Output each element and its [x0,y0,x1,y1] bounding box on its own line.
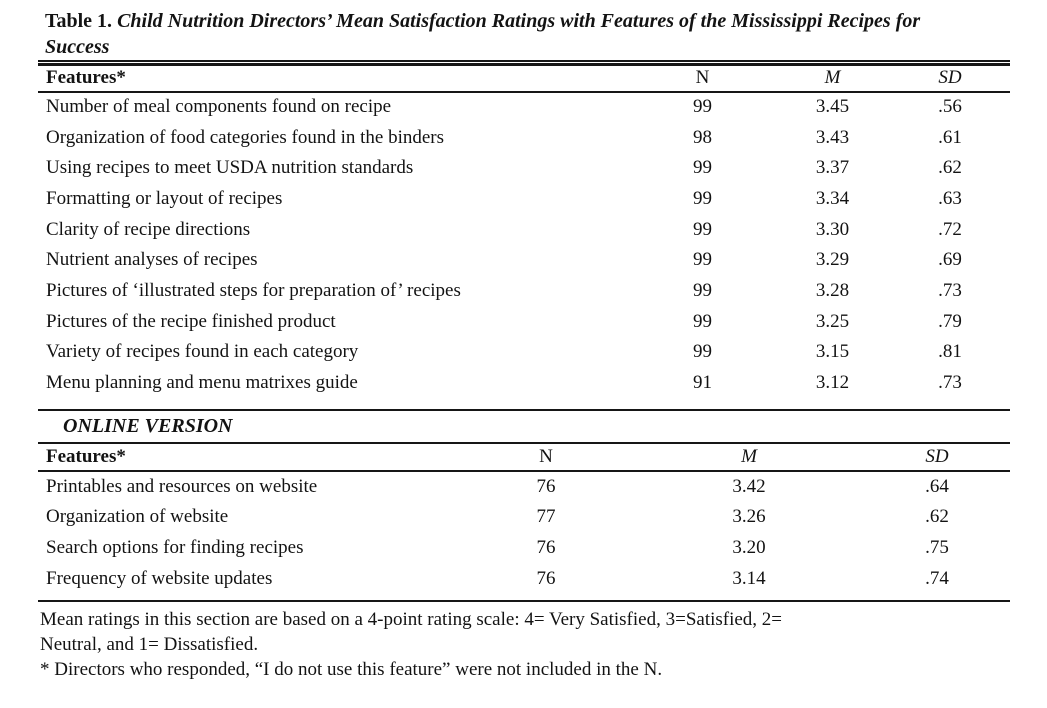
print-col-header-m: M [775,64,890,93]
feature-cell: Frequency of website updates [46,567,273,589]
n-cell: 99 [693,279,712,301]
print-table-section: Features* N M SD Number of meal componen… [38,63,1010,409]
print-table-row: Using recipes to meet USDA nutrition sta… [38,153,1010,184]
feature-cell: Formatting or layout of recipes [46,187,283,209]
mean-cell: 3.12 [815,372,850,394]
feature-cell: Pictures of the recipe finished product [46,310,336,332]
mean-cell: 3.34 [815,187,850,209]
table-title-block: Table 1. Child Nutrition Directors’ Mean… [38,8,1010,62]
sd-cell: .62 [925,506,949,528]
mean-cell: 3.14 [732,567,766,589]
sd-cell: .74 [925,567,949,589]
online-table-row: Search options for finding recipes 76 3.… [38,533,1010,564]
online-col-header-m: M [634,444,864,473]
sd-cell: .72 [938,218,962,240]
online-table-body: Printables and resources on website 76 3… [38,471,1010,594]
sd-cell: .69 [938,249,962,271]
online-table-header-row: Features* N M SD [38,444,1010,473]
footnote-scale-line-1: Mean ratings in this section are based o… [40,609,783,631]
n-cell: 99 [693,96,712,118]
table-caption: Child Nutrition Directors’ Mean Satisfac… [45,10,921,58]
print-col-header-n: N [630,64,775,93]
footnote-rating-scale: Mean ratings in this section are based o… [40,607,1010,657]
footnote-scale-line-2: Neutral, and 1= Dissatisfied. [40,634,259,656]
mean-cell: 3.42 [732,476,766,498]
table-number-label: Table 1. [45,10,118,32]
feature-cell: Search options for finding recipes [46,537,304,559]
feature-cell: Organization of website [46,506,229,528]
n-cell: 99 [693,157,712,179]
sd-cell: .79 [938,310,962,332]
table-footnotes: Mean ratings in this section are based o… [38,602,1010,682]
mean-cell: 3.25 [815,310,850,332]
n-cell: 76 [536,567,556,589]
print-col-header-features: Features* [38,64,630,93]
n-cell: 99 [693,341,712,363]
n-cell: 99 [693,310,712,332]
n-cell: 99 [693,218,712,240]
feature-cell: Using recipes to meet USDA nutrition sta… [46,157,414,179]
print-table-row: Pictures of the recipe finished product … [38,306,1010,337]
online-col-header-n: N [458,444,634,473]
sd-cell: .62 [938,157,962,179]
n-cell: 98 [693,126,712,148]
print-table-body: Number of meal components found on recip… [38,92,1010,399]
feature-cell: Menu planning and menu matrixes guide [46,372,358,394]
online-table-section: Features* N M SD Printables and resource… [38,444,1010,603]
online-version-banner: ONLINE VERSION [38,409,1010,445]
mean-cell: 3.15 [815,341,850,363]
online-col-header-sd: SD [864,444,1010,473]
mean-cell: 3.37 [815,157,850,179]
sd-cell: .81 [938,341,962,363]
online-table-row: Printables and resources on website 76 3… [38,471,1010,502]
n-cell: 91 [693,372,712,394]
sd-cell: .73 [938,372,962,394]
sd-cell: .61 [938,126,962,148]
print-col-header-sd: SD [890,64,1010,93]
feature-cell: Printables and resources on website [46,476,318,498]
print-table: Features* N M SD Number of meal componen… [38,63,1010,398]
n-cell: 76 [536,537,556,559]
feature-cell: Pictures of ‘illustrated steps for prepa… [46,279,461,301]
print-table-row: Number of meal components found on recip… [38,92,1010,123]
online-table-row: Organization of website 77 3.26 .62 [38,502,1010,533]
print-table-row: Variety of recipes found in each categor… [38,337,1010,368]
n-cell: 99 [693,187,712,209]
mean-cell: 3.28 [815,279,850,301]
mean-cell: 3.45 [815,96,850,118]
sd-cell: .73 [938,279,962,301]
print-table-header-row: Features* N M SD [38,64,1010,93]
sd-cell: .75 [925,537,949,559]
n-cell: 77 [536,506,556,528]
feature-cell: Clarity of recipe directions [46,218,251,240]
mean-cell: 3.26 [732,506,766,528]
table-title: Table 1. Child Nutrition Directors’ Mean… [45,8,965,60]
feature-cell: Variety of recipes found in each categor… [46,341,359,363]
online-table: Features* N M SD Printables and resource… [38,444,1010,594]
footnote-asterisk: * Directors who responded, “I do not use… [40,659,663,681]
print-table-row: Organization of food categories found in… [38,122,1010,153]
print-table-row: Nutrient analyses of recipes 99 3.29 .69 [38,245,1010,276]
feature-cell: Organization of food categories found in… [46,126,445,148]
print-table-row: Menu planning and menu matrixes guide 91… [38,368,1010,399]
print-table-row: Formatting or layout of recipes 99 3.34 … [38,184,1010,215]
sd-cell: .63 [938,187,962,209]
mean-cell: 3.43 [815,126,850,148]
mean-cell: 3.29 [815,249,850,271]
online-table-row: Frequency of website updates 76 3.14 .74 [38,563,1010,594]
feature-cell: Number of meal components found on recip… [46,96,392,118]
sd-cell: .64 [925,476,949,498]
sd-cell: .56 [938,96,962,118]
mean-cell: 3.20 [732,537,766,559]
feature-cell: Nutrient analyses of recipes [46,249,258,271]
n-cell: 76 [536,476,556,498]
mean-cell: 3.30 [815,218,850,240]
document-page: Table 1. Child Nutrition Directors’ Mean… [38,8,1010,682]
print-table-row: Pictures of ‘illustrated steps for prepa… [38,276,1010,307]
online-col-header-features: Features* [38,444,458,473]
print-table-row: Clarity of recipe directions 99 3.30 .72 [38,214,1010,245]
n-cell: 99 [693,249,712,271]
